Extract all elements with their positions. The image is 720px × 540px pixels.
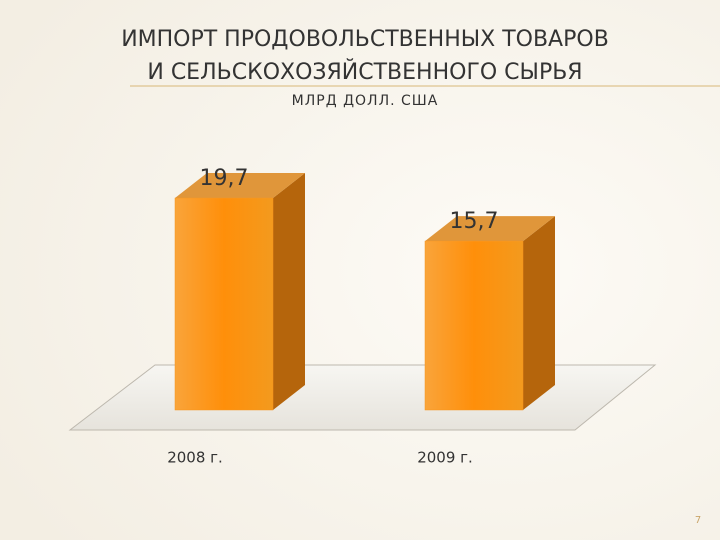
title-line: ИМПОРТ ПРОДОВОЛЬСТВЕННЫХ ТОВАРОВ [121, 27, 609, 52]
bar-top [425, 216, 555, 242]
bars: 19,7 2008 г. 15,7 2009 г. [167, 166, 555, 467]
bar [424, 240, 524, 411]
bar-side [523, 216, 555, 410]
bar [174, 197, 274, 411]
x-tick-label: 2008 г. [167, 449, 223, 467]
value-label: 15,7 [450, 209, 499, 234]
value-label: 19,7 [200, 166, 249, 191]
x-tick-label: 2009 г. [417, 449, 473, 467]
floor [68, 364, 657, 431]
bar-side [273, 173, 305, 410]
title-line: И СЕЛЬСКОХОЗЯЙСТВЕННОГО СЫРЬЯ [147, 59, 582, 85]
subtitle: МЛРД ДОЛЛ. США [292, 93, 439, 109]
page-number: 7 [695, 515, 701, 526]
bar-top [175, 173, 305, 199]
